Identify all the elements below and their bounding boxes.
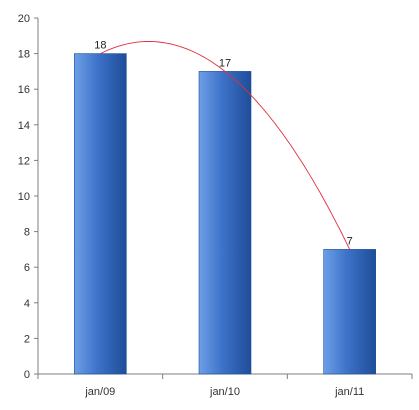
bar-series: [74, 53, 376, 375]
y-tick-label: 6: [24, 262, 30, 274]
y-tick-label: 16: [18, 84, 30, 96]
y-tick-label: 10: [18, 191, 30, 203]
y-tick-label: 4: [24, 298, 30, 310]
chart-axes: 0 2 4 6 8 10 12 14 16 18 20: [18, 13, 413, 381]
y-tick-label: 14: [18, 120, 30, 132]
data-label: 17: [219, 57, 231, 69]
y-tick-label: 12: [18, 155, 30, 167]
y-tick-label: 8: [24, 227, 30, 239]
y-tick-label: 0: [24, 369, 30, 381]
bar: [323, 249, 376, 375]
data-label: 18: [94, 40, 106, 52]
y-tick-label: 18: [18, 49, 30, 61]
chart-labels: 18 jan/09 17 jan/10 7 jan/11: [84, 40, 364, 398]
category-label: jan/09: [84, 386, 115, 398]
data-label: 7: [347, 235, 353, 247]
trendline: [100, 41, 351, 250]
category-label: jan/10: [209, 386, 240, 398]
bar: [198, 71, 252, 375]
category-label: jan/11: [334, 386, 364, 398]
bar: [74, 53, 127, 375]
y-tick-label: 2: [24, 333, 30, 345]
trendline-path: [100, 41, 351, 250]
y-tick-label: 20: [18, 13, 30, 25]
